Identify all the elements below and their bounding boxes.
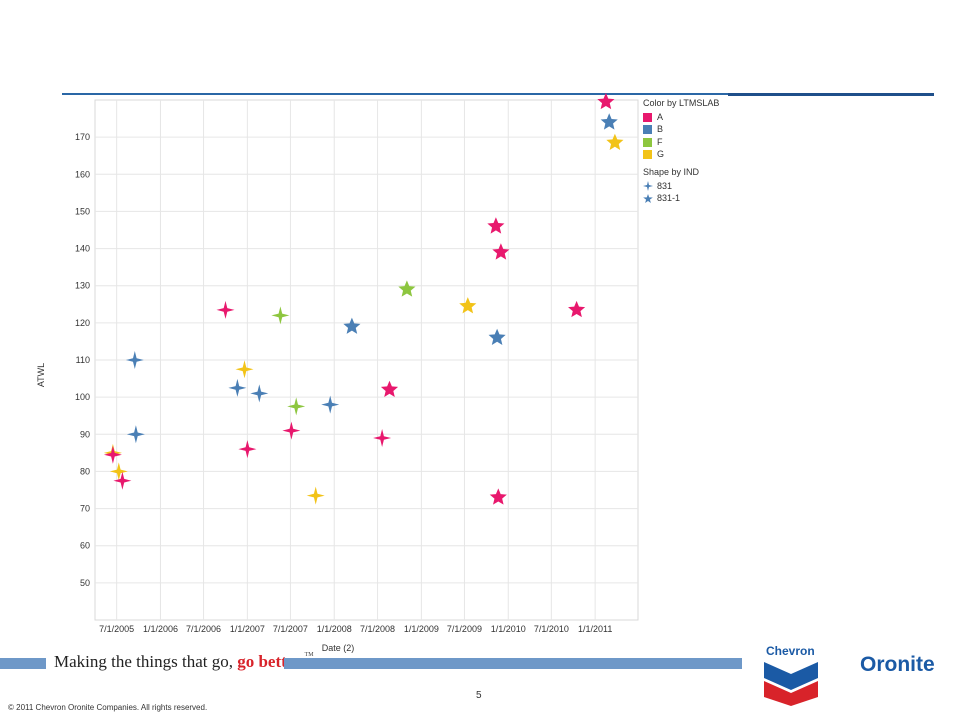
data-point-f-cross <box>271 306 290 325</box>
data-point-g-cross <box>306 486 325 505</box>
x-tick-label: 1/1/2011 <box>578 624 612 634</box>
data-point-b-cross <box>126 425 145 444</box>
x-tick-label: 7/1/2010 <box>534 624 569 634</box>
data-point-a-cross <box>282 421 301 440</box>
data-point-g-star <box>459 297 477 314</box>
legend-label-a: A <box>657 111 664 122</box>
legend-label-831: 831 <box>657 180 673 191</box>
chart-axes: 50 60 70 80 90 100 110 120 130 140 150 160 170 7/1/20… <box>75 132 612 634</box>
tagline: Making the things that go, go better.TM <box>54 652 314 672</box>
legend-label-b: B <box>657 124 664 135</box>
header-rule-left <box>62 93 728 95</box>
data-point-b-star <box>600 113 618 130</box>
footer-bar-right <box>284 658 742 669</box>
cross-star-icon <box>643 181 653 192</box>
legend-swatch-g <box>643 150 652 160</box>
y-tick-label: 90 <box>80 429 90 439</box>
data-point-g-star <box>606 133 624 150</box>
x-tick-label: 1/1/2007 <box>230 624 265 634</box>
data-point-a-cross <box>373 429 392 447</box>
data-point-a-star <box>597 92 615 110</box>
data-point-b-star <box>343 317 361 334</box>
data-point-a-cross <box>216 300 235 319</box>
page-number: 5 <box>476 690 482 701</box>
x-tick-label: 7/1/2006 <box>186 624 221 634</box>
chevron-logo-icon <box>764 662 818 706</box>
x-tick-label: 7/1/2008 <box>360 624 395 634</box>
data-point-a-star <box>487 217 505 234</box>
legend-swatch-b <box>643 125 652 135</box>
header-rule-right <box>728 93 934 96</box>
y-tick-label: 150 <box>75 206 90 216</box>
x-tick-label: 1/1/2010 <box>491 624 526 634</box>
copyright-text: © 2011 Chevron Oronite Companies. All ri… <box>8 703 208 712</box>
y-tick-label: 110 <box>76 355 90 365</box>
legend-label-f: F <box>657 136 663 147</box>
data-point-a-cross <box>238 440 257 459</box>
data-point-g-cross <box>235 360 254 379</box>
shape-legend-title: Shape by IND <box>643 167 700 177</box>
tagline-trademark: TM <box>304 652 314 658</box>
x-tick-label: 7/1/2009 <box>447 624 482 634</box>
y-axis-label: ATWL <box>36 363 46 387</box>
data-point-a-cross <box>113 471 132 490</box>
y-tick-label: 120 <box>75 318 90 328</box>
data-point-g-cross <box>109 462 128 481</box>
data-point-b-cross <box>250 384 269 403</box>
x-tick-label: 1/1/2008 <box>317 624 352 634</box>
legend-label-831-1: 831-1 <box>657 193 681 204</box>
chart-grid <box>94 99 639 621</box>
y-tick-label: 160 <box>75 169 90 179</box>
data-point-f-star <box>398 280 416 297</box>
chevron-wordmark: Chevron <box>766 644 815 658</box>
y-tick-label: 60 <box>80 541 90 551</box>
x-tick-label: 7/1/2005 <box>99 624 134 634</box>
data-point-a-star <box>568 300 586 318</box>
legend-item-b: B <box>643 124 723 137</box>
legend-swatch-f <box>643 137 652 147</box>
legend-item-g: G <box>643 149 723 162</box>
y-tick-label: 70 <box>80 504 90 514</box>
data-point-b-star <box>488 328 506 345</box>
legend-item-a: A <box>643 111 723 124</box>
chart-marks <box>103 92 624 505</box>
legend-swatch-a <box>643 112 652 122</box>
data-point-b-cross <box>321 395 340 414</box>
legend-item-f: F <box>643 136 723 149</box>
oronite-wordmark: Oronite <box>860 653 935 676</box>
x-tick-label: 7/1/2007 <box>273 624 308 634</box>
legend-item-831: 831 <box>643 180 723 193</box>
chart-legend: Color by LTMSLAB A B F G Shape by IND 83… <box>643 98 723 205</box>
y-tick-label: 130 <box>75 281 90 291</box>
data-point-f-cross <box>287 397 306 416</box>
color-legend-title: Color by LTMSLAB <box>643 98 720 108</box>
x-tick-label: 1/1/2006 <box>143 624 178 634</box>
y-tick-label: 100 <box>75 392 90 402</box>
x-axis-label: Date (2) <box>322 643 355 653</box>
legend-label-g: G <box>657 149 665 160</box>
y-tick-label: 50 <box>80 578 90 588</box>
legend-item-831-1: 831-1 <box>643 193 723 206</box>
data-point-b-cross <box>125 351 144 369</box>
star-icon <box>643 193 653 203</box>
x-tick-label: 1/1/2009 <box>404 624 439 634</box>
data-point-a-star <box>489 488 507 505</box>
y-tick-label: 170 <box>75 132 90 142</box>
y-tick-label: 80 <box>80 466 90 476</box>
data-point-b-cross <box>228 378 247 397</box>
tagline-main: Making the things that go, <box>54 652 233 671</box>
data-point-a-star <box>492 243 510 260</box>
footer-bar-left <box>0 658 46 669</box>
data-point-a-star <box>380 380 399 397</box>
y-tick-label: 140 <box>75 244 90 254</box>
data-point-a-cross <box>103 445 122 464</box>
